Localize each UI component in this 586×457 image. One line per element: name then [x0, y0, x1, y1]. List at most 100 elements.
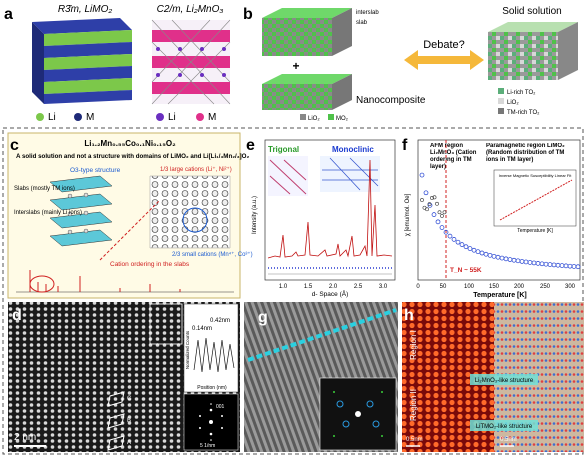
layered-cube [262, 8, 352, 56]
layered-crystal-part [44, 30, 132, 46]
legend-swatch [196, 113, 204, 121]
annotation: 1/3 large cations (Li⁺, Ni²⁺) [160, 166, 232, 173]
legend-label: M [86, 112, 94, 123]
scale-label: 5 1/nm [200, 443, 215, 449]
axis-title: χ [emu/mol. Oe] [405, 193, 411, 236]
annotation-box: Paramagnetic region LiMO₂ (Random distri… [486, 143, 565, 163]
fft-spots-part [209, 408, 213, 412]
fft-spots-part [355, 411, 361, 417]
diffraction-sketch-part [29, 270, 181, 292]
x-tick-label: 250 [540, 284, 551, 290]
annotation: AFM region Li₂MnO₃ (Cation ordering in T… [430, 143, 477, 170]
susceptibility-curve-part [427, 202, 432, 207]
annotation-box: AFM region Li₂MnO₃ (Cation ordering in T… [430, 143, 477, 170]
monoclinic-crystal-part [178, 73, 182, 77]
panel-label: c [10, 137, 19, 154]
monoclinic-crystal-part [152, 30, 230, 42]
legend-label: LiO₂ [308, 116, 320, 122]
legend-swatch [156, 113, 164, 121]
fft-spots-part [381, 391, 383, 393]
axis-title: Position (nm) [197, 385, 227, 391]
annotation: interslab [356, 10, 379, 16]
annotation: LiTMO₂-like structure [476, 424, 533, 430]
x-tick-label: 150 [489, 284, 500, 290]
susceptibility-curve-part [419, 172, 425, 178]
layered-cube-part [332, 74, 352, 110]
region-label: Region II [409, 389, 418, 421]
caption: Nanocomposite [356, 95, 426, 106]
layered-cube [262, 74, 352, 110]
monoclinic-crystal-part [200, 47, 204, 51]
annotation: Cation ordering in the slabs [110, 261, 190, 268]
annotation: 001 [216, 404, 225, 410]
label-background [470, 374, 538, 385]
connector [99, 199, 161, 261]
dashed-frame [2, 127, 584, 455]
annotation: T_N ~ 55K [450, 267, 482, 274]
layer-stack-part [67, 229, 73, 235]
fft-spots-part [381, 435, 383, 437]
susceptibility-curve-part [420, 198, 424, 202]
x-tick-label: 200 [514, 284, 525, 290]
layer-stack-part [49, 229, 113, 247]
susceptibility-curve-part [443, 229, 449, 235]
legend-swatch [300, 114, 306, 120]
susceptibility-curve-part [439, 225, 445, 230]
panel-label: h [404, 307, 414, 324]
susceptibility-curve-part [442, 210, 447, 215]
marker-label: A [127, 440, 131, 446]
panel-label: f [402, 137, 408, 154]
inset-label: Trigonal [268, 145, 299, 154]
fft-spots-part [336, 400, 344, 408]
susceptibility-curve-part [467, 246, 473, 251]
susceptibility-curve [419, 172, 581, 270]
legend-label: Li [168, 112, 176, 123]
layered-crystal-part [44, 54, 132, 70]
legend-label: TM-rich TO₂ [507, 110, 540, 116]
x-tick-label: 2.0 [329, 284, 338, 290]
panel-c: c Li₁.₂Mn₀.₅₅Co₀.₁Ni₀.₁₅O₂ A solid solut… [7, 132, 253, 299]
legend-swatch [498, 88, 504, 94]
annotation: 2/3 small cations (Mn⁴⁺, Co³⁺) [172, 251, 253, 258]
monoclinic-crystal-part [152, 82, 230, 94]
x-tick-label: 1.5 [304, 284, 313, 290]
susceptibility-curve-part [440, 214, 444, 218]
layer-stack-part [83, 210, 89, 216]
inset-axis-title: Temperature [K] [517, 228, 553, 234]
fft-spots-part [209, 420, 213, 424]
triangular-lattice-part [149, 175, 231, 249]
axis-title: Intensity (a.u.) [252, 196, 258, 234]
monoclinic-crystal-part [200, 73, 204, 77]
structure-inset-part [322, 157, 379, 191]
fft-spots [199, 403, 223, 441]
axis-title: Normalized Counts [185, 330, 190, 369]
susceptibility-curve-part [427, 202, 433, 208]
susceptibility-curve-part [435, 219, 441, 225]
monoclinic-crystal-part [156, 73, 160, 77]
annotation: slab [356, 20, 368, 26]
fft-spots-part [199, 427, 201, 429]
fft-spots-part [366, 400, 374, 408]
solution-cube-part [488, 22, 578, 32]
scale-label: 0.5nm [406, 437, 423, 443]
stacking-markers-part [107, 391, 125, 407]
layered-crystal [32, 18, 132, 104]
panel-label: d [12, 307, 22, 324]
legend-swatch [498, 98, 504, 104]
legend-label: Li [48, 112, 56, 123]
solution-cube [488, 22, 578, 80]
panel-label: a [4, 6, 13, 23]
susceptibility-curve-part [463, 244, 469, 250]
structure-inset [268, 156, 380, 196]
susceptibility-curve-part [423, 190, 429, 196]
intensity-profile [193, 337, 235, 373]
annotation: O3-type structure [70, 167, 121, 174]
fft-spots-part [210, 439, 212, 441]
legend-label: M [208, 112, 216, 123]
layer-stack-part [49, 211, 113, 229]
susceptibility-curve-part [459, 242, 465, 247]
double-arrow [404, 50, 484, 70]
layered-cube-part [262, 8, 352, 18]
fft-spots-part [333, 435, 335, 437]
panel-label: e [246, 137, 255, 154]
